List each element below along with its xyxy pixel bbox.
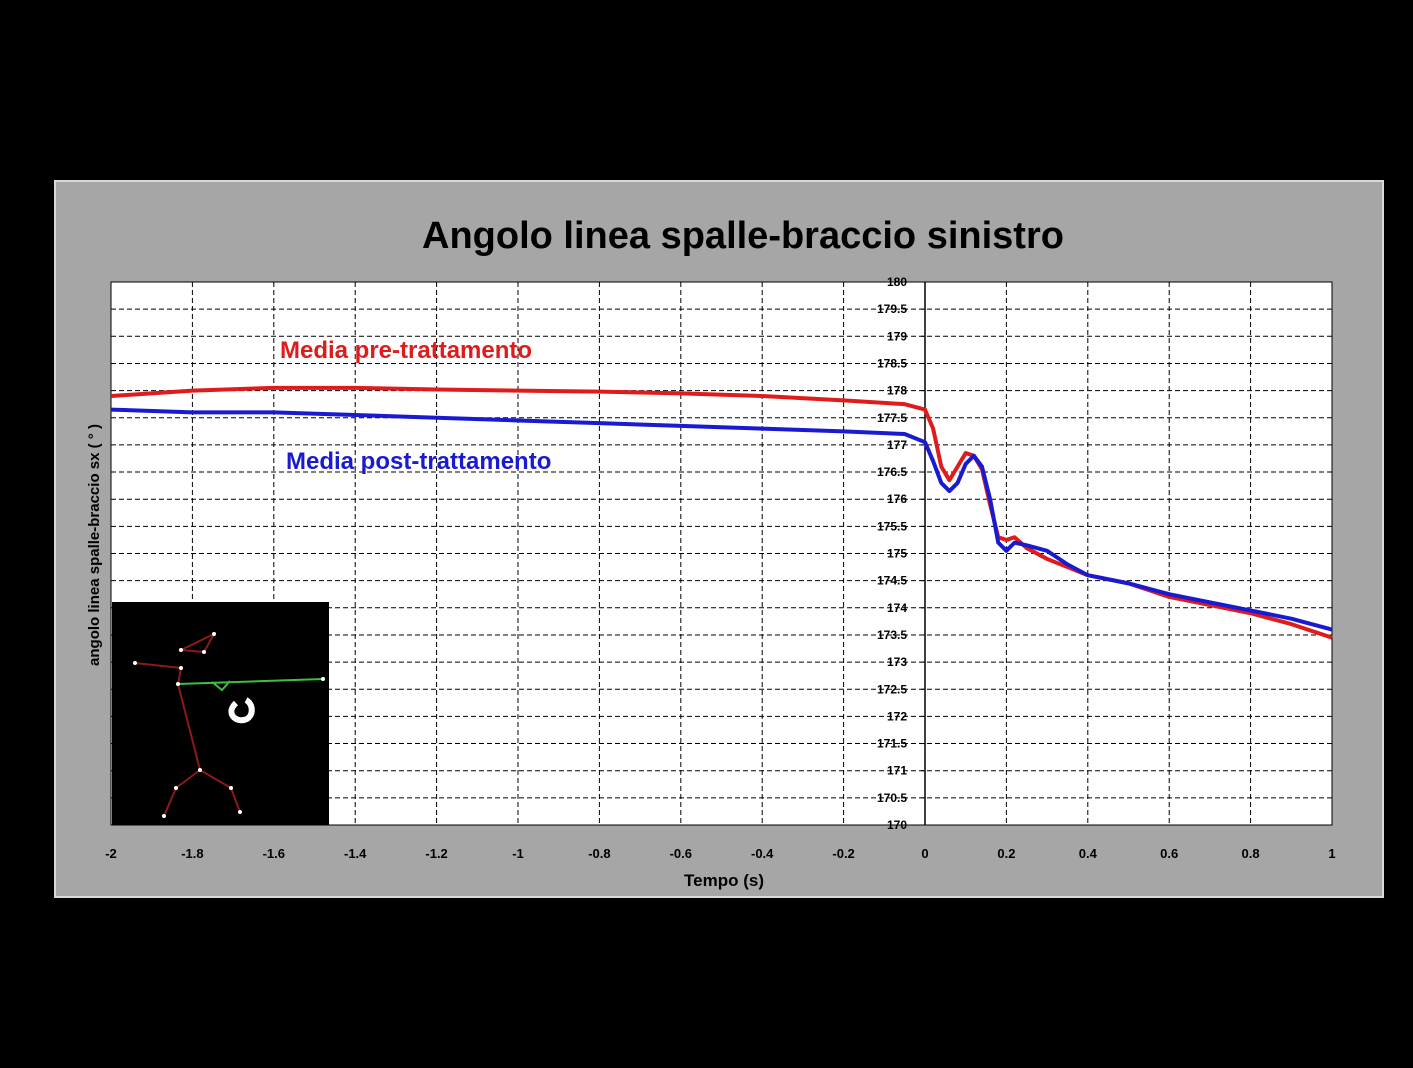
y-tick-label: 176.5	[877, 465, 907, 479]
legend-label: Media post-trattamento	[286, 448, 551, 475]
chart: Angolo linea spalle-braccio sinistro Tem…	[0, 0, 1413, 1068]
x-tick-label: -1.8	[181, 846, 203, 861]
y-tick-label: 171.5	[877, 737, 907, 751]
x-tick-label: 0.6	[1160, 846, 1178, 861]
y-tick-label: 172	[887, 709, 907, 723]
y-tick-label: 175	[887, 547, 907, 561]
y-tick-label: 180	[887, 275, 907, 289]
inset-background	[112, 602, 329, 825]
y-tick-label: 174	[887, 601, 907, 615]
x-tick-label: -1.2	[425, 846, 447, 861]
chart-title: Angolo linea spalle-braccio sinistro	[422, 215, 1064, 257]
legend-label: Media pre-trattamento	[280, 337, 532, 364]
x-tick-label: -0.4	[751, 846, 774, 861]
y-tick-label: 173.5	[877, 628, 907, 642]
x-tick-label: 0.8	[1242, 846, 1260, 861]
x-tick-label: -1.6	[263, 846, 285, 861]
y-axis-label: angolo linea spalle-braccio sx ( ° )	[86, 424, 103, 666]
y-tick-label: 178	[887, 384, 907, 398]
x-tick-label: -2	[105, 846, 117, 861]
x-tick-label: -1	[512, 846, 524, 861]
x-tick-label: -1.4	[344, 846, 367, 861]
y-tick-label: 176	[887, 492, 907, 506]
y-tick-label: 177	[887, 438, 907, 452]
y-tick-label: 175.5	[877, 519, 907, 533]
y-tick-label: 170.5	[877, 791, 907, 805]
y-tick-label: 171	[887, 764, 907, 778]
x-tick-label: 0	[921, 846, 928, 861]
y-tick-label: 178.5	[877, 356, 907, 370]
x-tick-label: 0.2	[997, 846, 1015, 861]
x-tick-label: -0.8	[588, 846, 610, 861]
y-tick-label: 172.5	[877, 682, 907, 696]
y-tick-label: 170	[887, 818, 907, 832]
page: {"chart_data": {"type": "line", "title":…	[0, 0, 1413, 1068]
x-axis-label: Tempo (s)	[684, 871, 764, 890]
y-tick-label: 179.5	[877, 302, 907, 316]
y-tick-label: 174.5	[877, 574, 907, 588]
y-tick-label: 179	[887, 329, 907, 343]
x-tick-label: 1	[1328, 846, 1335, 861]
inset-skeleton	[112, 602, 329, 825]
x-tick-label: 0.4	[1079, 846, 1098, 861]
x-tick-label: -0.2	[832, 846, 854, 861]
y-tick-label: 173	[887, 655, 907, 669]
y-tick-label: 177.5	[877, 411, 907, 425]
x-tick-label: -0.6	[670, 846, 692, 861]
